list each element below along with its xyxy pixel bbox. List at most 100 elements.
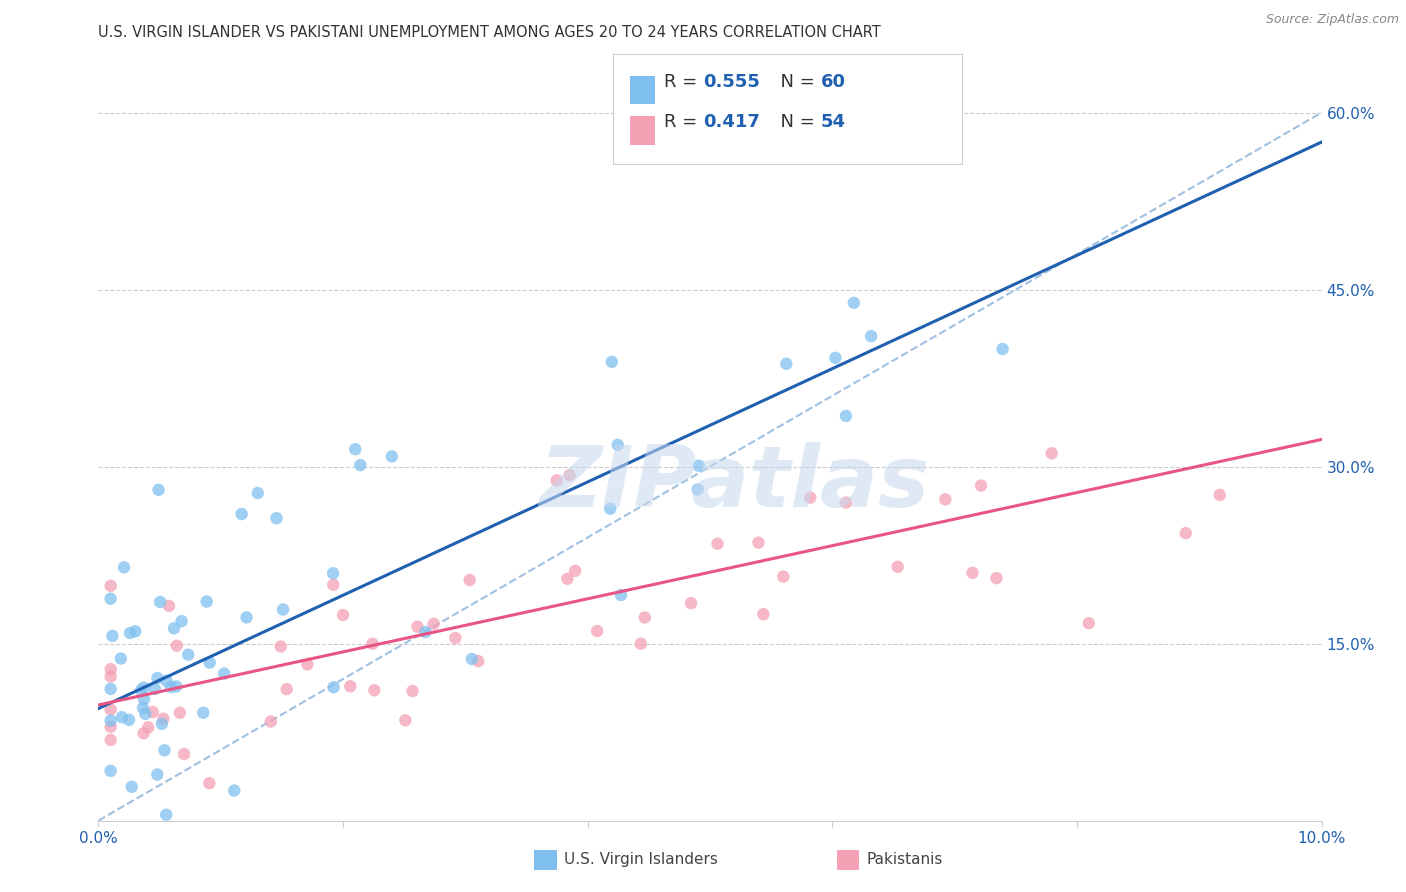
Point (842, 296, 865, 310)
Point (860, 329, 883, 343)
Point (100, 720, 122, 734)
Point (111, 710, 134, 724)
Point (599, 501, 621, 516)
Text: ZIPatlas: ZIPatlas (540, 442, 929, 524)
Text: R =: R = (664, 73, 703, 91)
Point (349, 458, 371, 472)
Point (564, 564, 586, 578)
Point (361, 637, 384, 651)
Point (169, 706, 191, 720)
Point (344, 442, 367, 457)
Point (422, 616, 444, 631)
Point (224, 783, 246, 797)
Point (195, 594, 218, 608)
Point (129, 683, 152, 698)
Point (458, 573, 481, 587)
Point (271, 602, 294, 616)
Point (270, 640, 292, 654)
Text: N =: N = (769, 73, 821, 91)
Point (406, 620, 429, 634)
Point (322, 680, 344, 694)
Point (100, 591, 122, 606)
Point (132, 681, 155, 695)
Point (461, 652, 484, 666)
Point (934, 492, 956, 507)
Point (165, 680, 187, 694)
Point (970, 478, 993, 492)
Point (322, 578, 344, 592)
Point (112, 560, 135, 574)
Point (467, 654, 489, 668)
Point (118, 626, 141, 640)
Point (160, 680, 183, 694)
Point (610, 588, 633, 602)
Text: 0.555: 0.555 (703, 73, 759, 91)
Point (401, 684, 423, 698)
Point (193, 706, 215, 720)
Point (606, 438, 628, 452)
Point (297, 657, 319, 672)
Point (634, 610, 657, 624)
Text: Source: ZipAtlas.com: Source: ZipAtlas.com (1265, 13, 1399, 27)
Point (546, 474, 568, 488)
Point (198, 776, 221, 790)
Point (332, 608, 354, 623)
Point (148, 483, 170, 497)
Point (394, 714, 416, 728)
Point (558, 468, 581, 483)
Point (212, 666, 235, 681)
Point (1209, 488, 1232, 502)
Point (100, 662, 122, 676)
Point (153, 743, 176, 757)
Point (155, 673, 177, 688)
Point (101, 629, 124, 643)
Point (1040, 446, 1063, 460)
Point (600, 355, 623, 369)
Point (752, 607, 775, 622)
Point (142, 705, 165, 719)
Point (772, 569, 794, 583)
Point (143, 681, 166, 696)
Point (962, 566, 984, 580)
Point (231, 507, 253, 521)
Point (260, 714, 283, 729)
Point (322, 566, 344, 581)
Point (170, 614, 193, 628)
Point (146, 671, 169, 685)
Point (166, 639, 188, 653)
Point (799, 491, 821, 505)
Text: 0.417: 0.417 (703, 113, 759, 131)
Point (266, 511, 288, 525)
Point (110, 651, 132, 665)
Point (152, 712, 174, 726)
Text: 54: 54 (821, 113, 846, 131)
Point (149, 595, 172, 609)
Text: U.S. Virgin Islanders: U.S. Virgin Islanders (564, 853, 717, 867)
Point (246, 486, 269, 500)
Point (155, 807, 177, 822)
Point (163, 621, 186, 635)
Point (444, 631, 467, 645)
Point (198, 656, 221, 670)
Point (363, 683, 385, 698)
Text: N =: N = (769, 113, 821, 131)
Point (136, 720, 159, 734)
Point (835, 409, 858, 423)
Point (118, 713, 141, 727)
Point (132, 692, 155, 706)
Point (835, 495, 858, 509)
Point (150, 716, 173, 731)
Point (134, 706, 156, 721)
Point (886, 559, 908, 574)
Point (124, 624, 146, 639)
Point (100, 669, 122, 683)
Point (986, 571, 1008, 585)
Point (173, 747, 195, 761)
Point (100, 579, 122, 593)
Point (586, 624, 609, 638)
Point (1077, 616, 1099, 631)
Point (276, 682, 298, 697)
Point (415, 625, 437, 640)
Point (121, 780, 143, 794)
Point (100, 703, 122, 717)
